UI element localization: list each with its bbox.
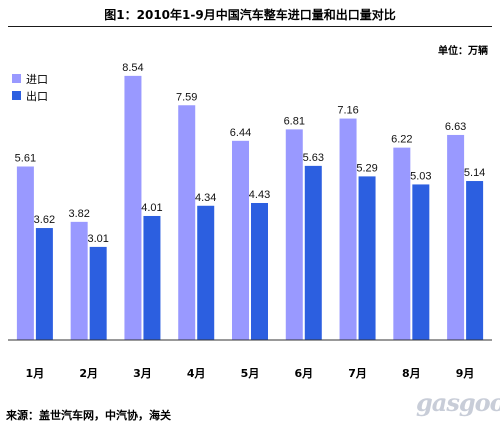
- data-label-import-9: 6.63: [445, 121, 466, 133]
- data-label-export-2: 3.01: [87, 233, 108, 245]
- data-label-import-3: 8.54: [122, 62, 143, 74]
- data-label-export-1: 3.62: [34, 214, 55, 226]
- bar-import-6: [285, 129, 303, 340]
- bar-import-7: [339, 118, 357, 340]
- x-tick-label-1: 1月: [26, 367, 45, 380]
- x-tick-label-5: 5月: [241, 367, 260, 380]
- gasgoo-logo-watermark: gasgoo: [416, 388, 500, 417]
- x-tick-label-3: 3月: [133, 367, 152, 380]
- bar-import-1: [16, 166, 34, 340]
- bar-export-1: [35, 228, 53, 340]
- legend-item-import: 进口: [12, 70, 48, 87]
- legend-label-import: 进口: [26, 72, 48, 86]
- data-label-export-8: 5.03: [410, 170, 431, 182]
- data-label-export-7: 5.29: [356, 162, 377, 174]
- data-label-import-4: 7.59: [176, 91, 197, 103]
- chart-title: 图1：2010年1-9月中国汽车整车进口量和出口量对比: [104, 8, 396, 22]
- bar-import-4: [178, 105, 196, 341]
- bar-import-2: [70, 221, 88, 340]
- bar-import-3: [124, 75, 142, 341]
- bar-export-8: [412, 184, 430, 340]
- data-label-export-5: 4.43: [249, 189, 270, 201]
- bar-export-3: [143, 215, 161, 340]
- x-tick-label-2: 2月: [79, 367, 98, 380]
- x-tick-label-8: 8月: [402, 367, 421, 380]
- x-tick-label-9: 9月: [456, 367, 475, 380]
- data-label-import-8: 6.22: [391, 134, 412, 146]
- bar-export-5: [251, 202, 268, 340]
- legend: 进口 出口: [12, 70, 48, 104]
- data-label-export-6: 5.63: [303, 152, 324, 164]
- title-divider: [8, 26, 492, 27]
- bar-export-2: [89, 246, 107, 340]
- bar-export-4: [197, 205, 215, 340]
- data-label-export-4: 4.34: [195, 192, 216, 204]
- data-label-import-5: 6.44: [230, 127, 251, 139]
- data-label-export-3: 4.01: [141, 202, 162, 214]
- x-tick-label-4: 4月: [187, 367, 206, 380]
- data-label-import-7: 7.16: [337, 105, 358, 117]
- bar-import-5: [232, 140, 249, 340]
- data-label-export-9: 5.14: [464, 167, 485, 179]
- legend-item-export: 出口: [12, 87, 48, 104]
- bar-import-9: [447, 134, 465, 340]
- data-label-import-2: 3.82: [68, 208, 89, 220]
- legend-swatch-export: [12, 91, 21, 100]
- data-label-import-1: 5.61: [15, 152, 36, 164]
- x-tick-label-6: 6月: [294, 367, 313, 380]
- bar-export-6: [304, 165, 322, 340]
- legend-label-export: 出口: [26, 89, 48, 103]
- data-label-import-6: 6.81: [284, 115, 305, 127]
- x-tick-label-7: 7月: [348, 367, 367, 380]
- bar-export-7: [358, 176, 376, 340]
- legend-swatch-import: [12, 74, 21, 83]
- bar-import-8: [393, 147, 411, 340]
- bar-export-9: [466, 181, 484, 340]
- source-note: 来源：盖世汽车网，中汽协，海关: [6, 409, 171, 422]
- unit-label: 单位：万辆: [438, 46, 488, 57]
